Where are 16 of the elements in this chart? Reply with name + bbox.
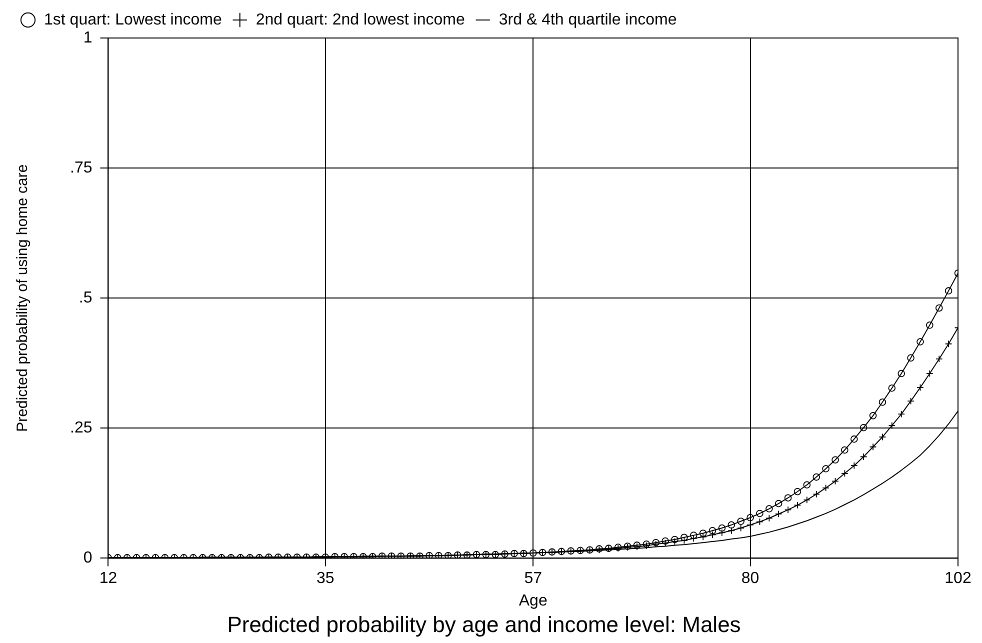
- x-tick-label: 57: [524, 570, 542, 588]
- y-tick-label: .5: [78, 290, 92, 307]
- y-axis-title: Predicted probability of using home care: [14, 164, 32, 432]
- legend-label: 2nd quart: 2nd lowest income: [256, 11, 465, 28]
- y-tick-label: .75: [70, 159, 92, 176]
- legend-label: 3rd & 4th quartile income: [498, 11, 677, 28]
- x-tick-label: 80: [741, 570, 760, 588]
- x-tick-label: 12: [99, 570, 118, 588]
- x-tick-label: 35: [316, 570, 334, 588]
- text: Predicted probability by age and income level: Males: [227, 612, 741, 637]
- y-tick-label: 1: [83, 29, 92, 46]
- x-axis-title: Age: [518, 592, 548, 610]
- x-tick-label: 102: [944, 570, 972, 588]
- y-tick-label: .25: [70, 420, 92, 437]
- y-tick-label: 0: [83, 550, 92, 567]
- legend-label: 1st quart: Lowest income: [44, 11, 222, 28]
